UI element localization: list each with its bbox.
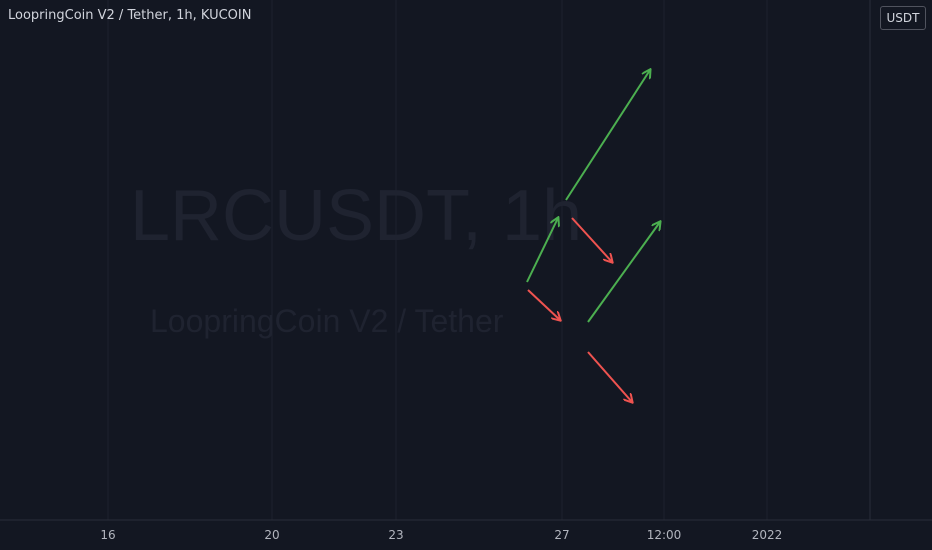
watermark: LRCUSDT, 1h LoopringCoin V2 / Tether: [130, 176, 582, 339]
chart-grid: [107, 0, 768, 520]
projection-arrows[interactable]: [526, 70, 660, 402]
time-tick-label: 20: [264, 528, 279, 542]
price-axis[interactable]: 1.80001.90002.00002.10002.20002.30002.40…: [869, 0, 925, 520]
time-tick-label: 12:00: [647, 528, 682, 542]
bullish-arrow: [526, 218, 558, 283]
currency-button[interactable]: USDT: [880, 6, 926, 30]
bearish-arrow: [527, 289, 560, 320]
chart-title: LoopringCoin V2 / Tether, 1h, KUCOIN: [8, 8, 252, 23]
bullish-arrow: [587, 222, 660, 323]
time-tick-label: 27: [554, 528, 569, 542]
bullish-arrow: [565, 70, 650, 201]
time-axis[interactable]: 16 20 23 27 12:00 2022: [0, 519, 932, 542]
bearish-arrow: [571, 217, 612, 262]
time-tick-label: 2022: [752, 528, 783, 542]
bearish-arrow: [587, 351, 632, 402]
time-tick-label: 23: [388, 528, 403, 542]
watermark-name: LoopringCoin V2 / Tether: [150, 303, 504, 339]
time-tick-label: 16: [100, 528, 115, 542]
watermark-symbol: LRCUSDT, 1h: [130, 176, 582, 256]
